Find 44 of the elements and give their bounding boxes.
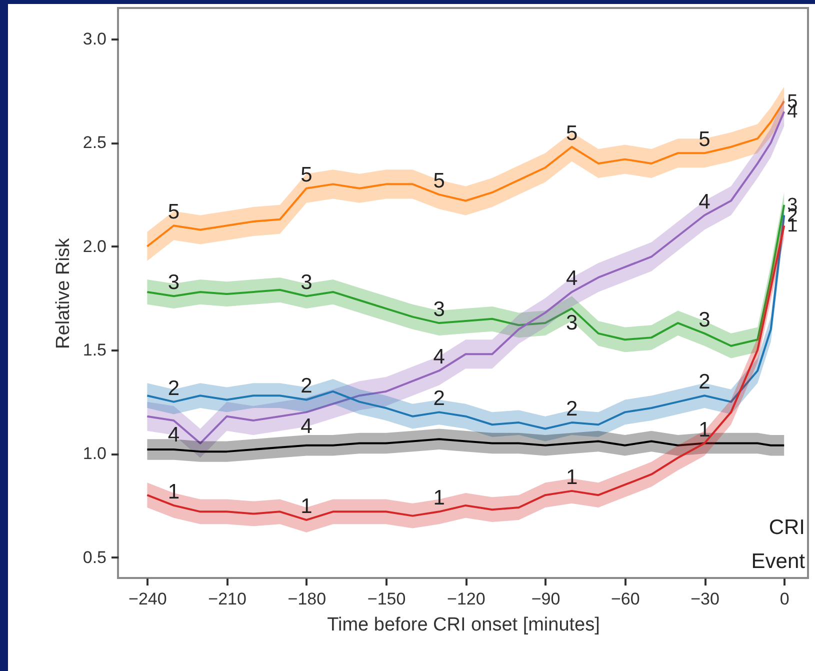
x-axis-title: Time before CRI onset [minutes]: [327, 614, 600, 636]
series-label: 5: [433, 170, 445, 193]
text: 5: [566, 122, 578, 145]
series-label: 1: [300, 494, 312, 518]
text: 1: [566, 466, 578, 489]
text: 2: [168, 376, 180, 400]
series-label: 3: [566, 312, 578, 335]
text: 1: [433, 486, 445, 510]
series-label: 4: [566, 266, 578, 290]
x-tick-label: −180: [288, 590, 326, 608]
y-tick-label: 1.0: [82, 444, 106, 464]
text: 3: [698, 308, 710, 332]
annotation: CRI Event: [751, 516, 806, 573]
text: 3: [168, 271, 180, 294]
y-tick-label: 1.5: [82, 340, 106, 360]
text: 5: [698, 128, 710, 152]
text: 4: [168, 423, 180, 446]
text: 2: [698, 370, 710, 394]
y-axis-title: Relative Risk: [52, 238, 74, 349]
x-tick-label: −210: [208, 590, 246, 608]
text: 2: [433, 387, 445, 410]
y-tick-label: 0.5: [82, 548, 106, 567]
x-tick-label: −240: [128, 590, 167, 608]
y-tick-label: 2.5: [82, 133, 106, 152]
x-tick-label: −150: [367, 590, 406, 608]
text: 5: [168, 200, 180, 224]
text: 4: [698, 190, 710, 214]
text: 1: [168, 480, 180, 504]
x-tick-label: −30: [690, 590, 720, 608]
line-series: [146, 100, 786, 248]
text: 3: [300, 271, 312, 294]
y-tick-label: 3.0: [82, 30, 106, 49]
y-tick-label: 2.0: [82, 236, 106, 256]
text: 1: [698, 418, 710, 442]
text: 5: [300, 163, 312, 186]
x-tick-label: 0: [780, 590, 790, 608]
text: 3: [433, 298, 445, 322]
x-tick-label: −60: [610, 590, 640, 608]
series-label: 2: [300, 374, 312, 398]
text: 4: [433, 346, 445, 369]
x-tick-label: −90: [531, 590, 560, 608]
x-tick-label: −120: [447, 590, 486, 608]
text: 4: [300, 415, 312, 438]
text: 2: [566, 398, 578, 421]
